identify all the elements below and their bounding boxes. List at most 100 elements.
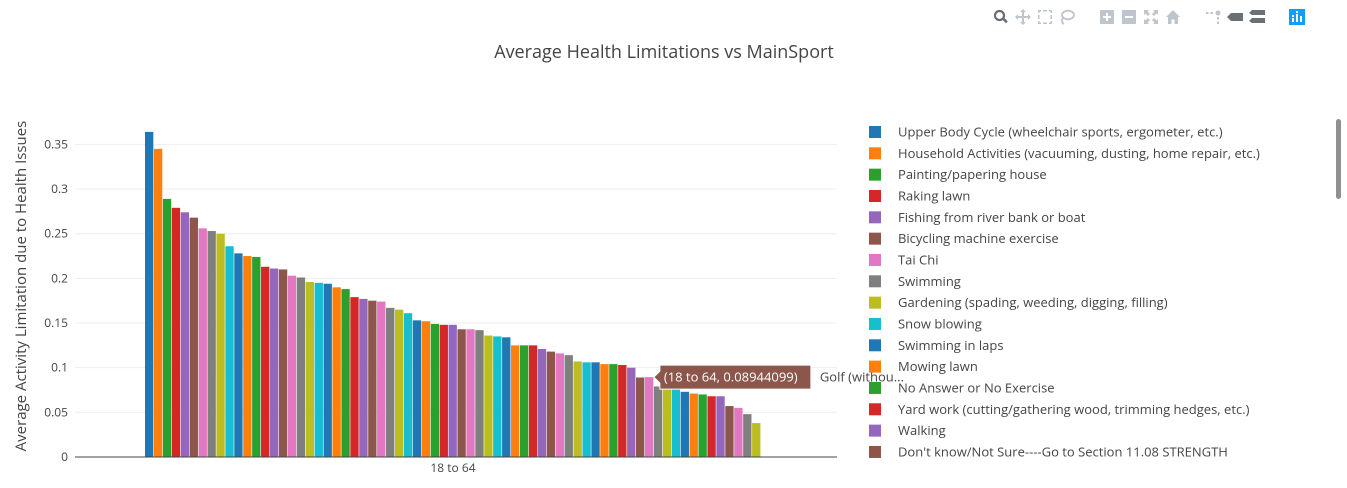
bar[interactable] bbox=[403, 313, 413, 457]
hover-closest-icon[interactable] bbox=[1224, 6, 1246, 28]
bar[interactable] bbox=[671, 388, 681, 457]
bar[interactable] bbox=[305, 281, 315, 457]
bar[interactable] bbox=[386, 307, 395, 457]
bar[interactable] bbox=[287, 275, 297, 457]
legend-item[interactable]: Walking bbox=[869, 421, 946, 439]
bar[interactable] bbox=[145, 131, 154, 457]
bar[interactable] bbox=[261, 266, 270, 457]
legend-item[interactable]: Swimming in laps bbox=[869, 336, 1004, 354]
legend-label: Bicycling machine exercise bbox=[898, 229, 1059, 247]
bar[interactable] bbox=[528, 345, 538, 457]
bar[interactable] bbox=[689, 393, 698, 457]
bar[interactable] bbox=[591, 362, 600, 457]
bar[interactable] bbox=[153, 148, 163, 457]
bar[interactable] bbox=[680, 391, 689, 457]
bar[interactable] bbox=[412, 320, 422, 457]
bar[interactable] bbox=[252, 256, 261, 457]
zoom-out-icon[interactable] bbox=[1118, 6, 1140, 28]
bar[interactable] bbox=[225, 246, 234, 457]
bar[interactable] bbox=[484, 335, 493, 457]
bar[interactable] bbox=[502, 337, 511, 457]
home-icon[interactable] bbox=[1162, 6, 1184, 28]
bar[interactable] bbox=[564, 355, 573, 457]
legend-label: Tai Chi bbox=[898, 250, 939, 268]
legend-item[interactable]: Tai Chi bbox=[869, 250, 939, 268]
bar[interactable] bbox=[296, 277, 306, 457]
bar[interactable] bbox=[359, 298, 368, 457]
legend-item[interactable]: Snow blowing bbox=[869, 314, 982, 332]
legend-item[interactable]: Yard work (cutting/gathering wood, trimm… bbox=[869, 400, 1250, 418]
legend-item[interactable]: Bicycling machine exercise bbox=[869, 229, 1059, 247]
bar[interactable] bbox=[627, 367, 636, 457]
bar[interactable] bbox=[653, 386, 663, 457]
bar[interactable] bbox=[511, 345, 520, 457]
bar[interactable] bbox=[734, 407, 743, 457]
bar[interactable] bbox=[573, 361, 582, 457]
bar[interactable] bbox=[198, 228, 207, 457]
spike-lines-icon[interactable] bbox=[1202, 6, 1224, 28]
bar[interactable] bbox=[716, 396, 725, 457]
legend-item[interactable]: No Answer or No Exercise bbox=[869, 378, 1055, 396]
bar[interactable] bbox=[332, 287, 341, 457]
lasso-select-icon[interactable] bbox=[1056, 6, 1078, 28]
bar[interactable] bbox=[171, 207, 181, 457]
bar[interactable] bbox=[269, 268, 279, 457]
bar[interactable] bbox=[377, 301, 386, 457]
bar[interactable] bbox=[609, 364, 618, 457]
legend-item[interactable]: Household Activities (vacuuming, dusting… bbox=[869, 144, 1260, 162]
bar[interactable] bbox=[582, 362, 591, 457]
hover-compare-icon[interactable] bbox=[1246, 6, 1268, 28]
bar[interactable] bbox=[421, 321, 431, 457]
bar[interactable] bbox=[350, 297, 359, 457]
bar[interactable] bbox=[189, 217, 198, 457]
plotly-logo-icon[interactable] bbox=[1286, 6, 1308, 28]
bar[interactable] bbox=[493, 336, 502, 457]
bar[interactable] bbox=[162, 198, 172, 457]
bar[interactable] bbox=[439, 324, 448, 457]
bar[interactable] bbox=[519, 345, 529, 457]
bar[interactable] bbox=[644, 377, 654, 457]
legend-item[interactable]: Mowing lawn bbox=[869, 357, 978, 375]
bar[interactable] bbox=[323, 283, 332, 457]
bar[interactable] bbox=[368, 300, 377, 457]
bar[interactable] bbox=[207, 231, 216, 457]
bar[interactable] bbox=[662, 388, 672, 457]
bar[interactable] bbox=[475, 330, 484, 457]
bar[interactable] bbox=[636, 377, 645, 457]
bar[interactable] bbox=[243, 256, 252, 457]
bar[interactable] bbox=[707, 396, 716, 457]
legend-item[interactable]: Painting/papering house bbox=[869, 165, 1047, 183]
bar[interactable] bbox=[314, 282, 323, 457]
legend-item[interactable]: Upper Body Cycle (wheelchair sports, erg… bbox=[869, 123, 1223, 141]
bar[interactable] bbox=[743, 414, 752, 457]
zoom-in-icon[interactable] bbox=[1096, 6, 1118, 28]
legend-item[interactable]: Fishing from river bank or boat bbox=[869, 208, 1086, 226]
bar[interactable] bbox=[216, 233, 225, 457]
bar[interactable] bbox=[180, 212, 190, 457]
bar[interactable] bbox=[430, 323, 440, 457]
bar[interactable] bbox=[341, 289, 350, 457]
legend-item[interactable]: Gardening (spading, weeding, digging, fi… bbox=[869, 293, 1168, 311]
bar[interactable] bbox=[725, 406, 734, 457]
legend-item[interactable]: Swimming bbox=[869, 272, 961, 290]
legend-scrollbar[interactable] bbox=[1336, 119, 1341, 199]
bar[interactable] bbox=[537, 348, 547, 457]
bar[interactable] bbox=[618, 365, 627, 457]
legend-item[interactable]: Raking lawn bbox=[869, 186, 970, 204]
pan-icon[interactable] bbox=[1012, 6, 1034, 28]
bar[interactable] bbox=[278, 269, 288, 457]
bar[interactable] bbox=[394, 309, 404, 457]
bar[interactable] bbox=[466, 329, 475, 457]
bar[interactable] bbox=[546, 351, 556, 457]
bar[interactable] bbox=[555, 353, 564, 457]
bar[interactable] bbox=[448, 324, 457, 457]
box-select-icon[interactable] bbox=[1034, 6, 1056, 28]
legend-item[interactable]: Don't know/Not Sure----Go to Section 11.… bbox=[869, 442, 1228, 460]
bar[interactable] bbox=[234, 253, 243, 457]
bar[interactable] bbox=[698, 394, 707, 457]
autoscale-icon[interactable] bbox=[1140, 6, 1162, 28]
bar[interactable] bbox=[600, 364, 609, 457]
bar[interactable] bbox=[752, 423, 761, 457]
zoom-icon[interactable] bbox=[990, 6, 1012, 28]
bar[interactable] bbox=[457, 329, 466, 457]
